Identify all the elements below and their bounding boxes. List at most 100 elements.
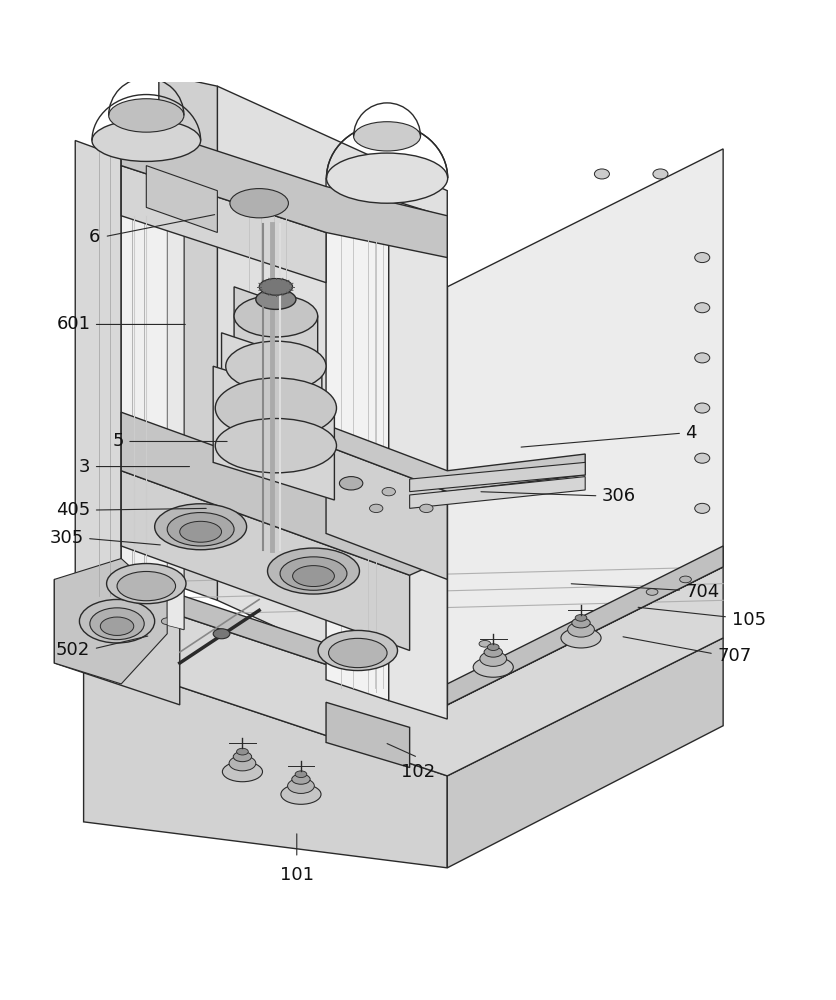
Polygon shape: [217, 86, 447, 705]
Ellipse shape: [256, 289, 296, 309]
Text: 6: 6: [89, 228, 100, 246]
Ellipse shape: [370, 504, 383, 513]
Ellipse shape: [318, 630, 398, 671]
Ellipse shape: [167, 513, 234, 546]
Text: 4: 4: [686, 424, 697, 442]
Polygon shape: [146, 166, 217, 232]
Ellipse shape: [594, 169, 609, 179]
Ellipse shape: [473, 657, 513, 677]
Ellipse shape: [695, 253, 710, 263]
Polygon shape: [84, 546, 723, 705]
Ellipse shape: [79, 599, 155, 643]
Polygon shape: [121, 412, 447, 575]
Ellipse shape: [215, 378, 336, 438]
Ellipse shape: [132, 610, 144, 616]
Ellipse shape: [646, 589, 658, 595]
Ellipse shape: [575, 615, 587, 621]
Ellipse shape: [295, 771, 307, 778]
Ellipse shape: [695, 503, 710, 513]
Ellipse shape: [370, 655, 382, 662]
Polygon shape: [167, 174, 184, 630]
Polygon shape: [121, 471, 410, 650]
Ellipse shape: [572, 618, 590, 628]
Polygon shape: [389, 199, 447, 719]
Ellipse shape: [293, 566, 334, 587]
Ellipse shape: [382, 487, 395, 496]
Ellipse shape: [117, 571, 176, 601]
Ellipse shape: [292, 774, 310, 784]
Polygon shape: [84, 563, 121, 667]
Ellipse shape: [479, 640, 491, 647]
Text: 5: 5: [112, 432, 124, 450]
Text: 101: 101: [280, 866, 314, 884]
Ellipse shape: [230, 189, 288, 218]
Text: 405: 405: [56, 501, 90, 519]
Polygon shape: [84, 655, 447, 868]
Ellipse shape: [288, 778, 314, 793]
Ellipse shape: [226, 341, 326, 391]
Polygon shape: [447, 638, 723, 868]
Text: 707: 707: [717, 647, 752, 665]
Ellipse shape: [354, 122, 421, 151]
Polygon shape: [54, 559, 167, 684]
Polygon shape: [54, 579, 180, 705]
Text: 102: 102: [401, 763, 435, 781]
Text: 502: 502: [56, 641, 90, 659]
Ellipse shape: [484, 647, 502, 657]
Text: 601: 601: [56, 315, 90, 333]
Ellipse shape: [339, 477, 363, 490]
Ellipse shape: [229, 756, 256, 771]
Ellipse shape: [161, 618, 173, 625]
Ellipse shape: [480, 651, 507, 666]
Text: 3: 3: [79, 458, 90, 476]
Polygon shape: [234, 287, 318, 396]
Polygon shape: [326, 178, 389, 701]
Polygon shape: [326, 425, 585, 492]
Ellipse shape: [268, 548, 359, 594]
Polygon shape: [326, 446, 447, 579]
Polygon shape: [121, 166, 326, 283]
Text: 704: 704: [686, 583, 720, 601]
Ellipse shape: [213, 629, 230, 639]
Ellipse shape: [90, 608, 145, 640]
Polygon shape: [447, 149, 723, 705]
Ellipse shape: [233, 752, 252, 762]
Ellipse shape: [180, 521, 222, 542]
Ellipse shape: [326, 153, 448, 203]
Ellipse shape: [281, 784, 321, 804]
Ellipse shape: [222, 762, 263, 782]
Text: 105: 105: [732, 611, 766, 629]
Ellipse shape: [215, 418, 336, 473]
Ellipse shape: [109, 99, 184, 132]
Ellipse shape: [680, 576, 691, 583]
Ellipse shape: [487, 644, 499, 650]
Ellipse shape: [234, 295, 318, 337]
Ellipse shape: [259, 278, 293, 295]
Ellipse shape: [329, 638, 387, 668]
Polygon shape: [410, 477, 585, 508]
Ellipse shape: [237, 748, 248, 755]
Polygon shape: [121, 120, 447, 258]
Ellipse shape: [100, 617, 134, 635]
Ellipse shape: [106, 564, 186, 604]
Polygon shape: [121, 157, 184, 630]
Polygon shape: [159, 74, 217, 600]
Ellipse shape: [653, 169, 668, 179]
Polygon shape: [213, 366, 334, 500]
Polygon shape: [326, 702, 410, 768]
Ellipse shape: [695, 403, 710, 413]
Ellipse shape: [280, 557, 347, 590]
Ellipse shape: [155, 504, 247, 550]
Ellipse shape: [561, 628, 601, 648]
Polygon shape: [222, 333, 322, 441]
Ellipse shape: [568, 622, 594, 637]
Ellipse shape: [695, 453, 710, 463]
Ellipse shape: [92, 120, 201, 161]
Ellipse shape: [695, 353, 710, 363]
Text: 305: 305: [49, 529, 84, 547]
Ellipse shape: [695, 303, 710, 313]
Polygon shape: [410, 462, 585, 492]
Ellipse shape: [420, 504, 433, 513]
Text: 306: 306: [602, 487, 636, 505]
Polygon shape: [75, 141, 121, 609]
